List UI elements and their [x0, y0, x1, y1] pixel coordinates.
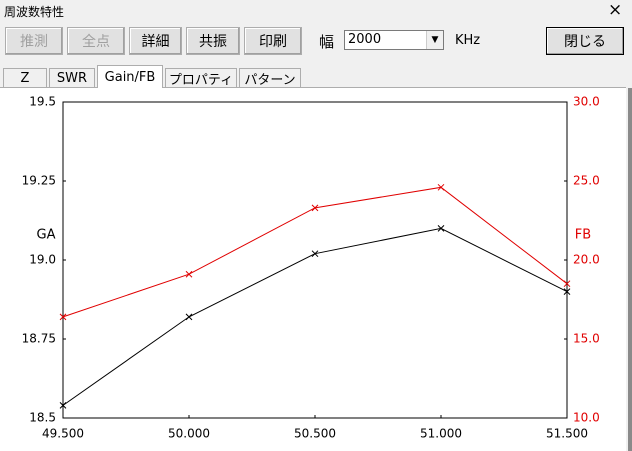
dropdown-arrow[interactable]: ▼ — [426, 31, 443, 49]
point-marker — [563, 288, 571, 295]
point-marker — [563, 280, 571, 288]
tab[interactable]: SWR — [49, 68, 95, 87]
y2-tick-label: 20.0 — [573, 253, 600, 267]
width-label: 幅 — [319, 33, 335, 51]
close-button[interactable]: 閉じる — [546, 27, 624, 55]
point-marker — [185, 270, 193, 278]
y-axis-label: GA — [37, 228, 56, 243]
chart: 18.5 18.75 19.0 19.25 19.5 10.0 15.0 20.0 25.0 30… — [0, 87, 626, 451]
point-marker — [185, 313, 193, 321]
y-tick-label: 19.0 — [29, 253, 56, 267]
button[interactable]: 推測 — [5, 27, 63, 55]
point-marker — [437, 183, 445, 191]
point-marker — [59, 402, 67, 409]
point-marker — [311, 204, 319, 212]
tab[interactable]: プロパティ — [165, 68, 237, 88]
y-tick-label: 19.25 — [22, 174, 56, 188]
x-tick-label: 51.500 — [546, 427, 588, 441]
width-select[interactable]: 2000 ▼ — [344, 30, 444, 50]
button[interactable]: 詳細 — [129, 27, 182, 55]
y-tick-label: 18.75 — [22, 332, 56, 346]
x-tick-label: 50.500 — [294, 427, 336, 441]
y-tick-label: 18.5 — [29, 411, 56, 425]
unit-label: KHz — [455, 33, 481, 48]
point-marker — [437, 225, 445, 232]
button[interactable]: 共振 — [186, 27, 240, 55]
y2-tick-label: 15.0 — [573, 332, 600, 346]
window-edge — [628, 88, 632, 451]
tab[interactable]: Gain/FB — [97, 65, 163, 88]
y2-tick-label: 10.0 — [573, 411, 600, 425]
y2-axis-label: FB — [575, 228, 591, 243]
y-tick-label: 19.5 — [29, 95, 56, 109]
point-marker — [59, 313, 67, 321]
y2-tick-label: 25.0 — [573, 174, 600, 188]
button[interactable]: 印刷 — [244, 27, 302, 55]
point-marker — [311, 250, 319, 258]
plot-frame — [62, 101, 568, 419]
window-title: 周波数特性 — [4, 5, 65, 19]
y2-tick-label: 30.0 — [573, 95, 600, 109]
tab[interactable]: Z — [3, 68, 47, 87]
x-tick-label: 50.000 — [168, 427, 210, 441]
x-tick-label: 51.000 — [420, 427, 462, 441]
x-tick-label: 49.500 — [42, 427, 84, 441]
button[interactable]: 全点 — [67, 27, 125, 55]
tab[interactable]: パターン — [239, 68, 301, 88]
series-line — [62, 227, 568, 406]
close-icon[interactable]: × — [608, 0, 623, 20]
series-line — [62, 186, 568, 318]
select-value: 2000 — [348, 32, 382, 47]
